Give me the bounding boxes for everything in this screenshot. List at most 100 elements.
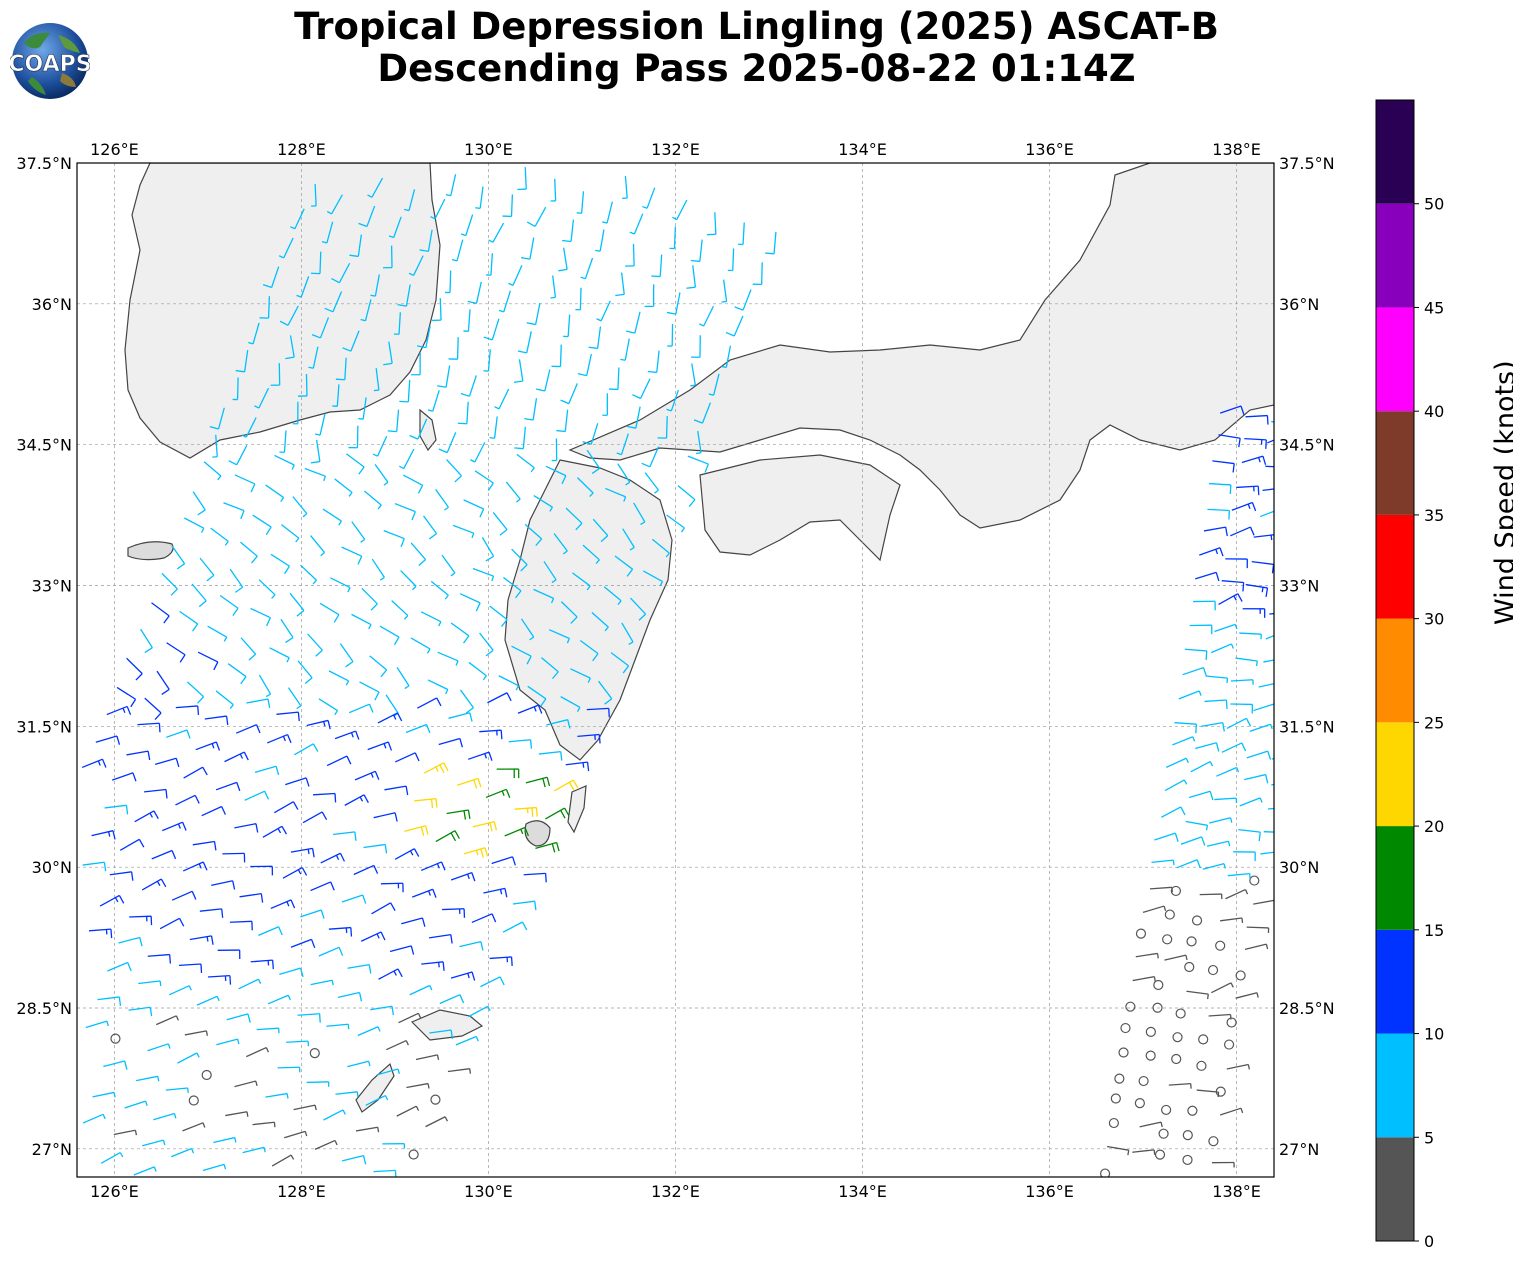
- wind-barb: [666, 514, 685, 533]
- wind-barb: [282, 866, 308, 879]
- wind-barb: [182, 1122, 206, 1132]
- wind-barb: [276, 711, 300, 722]
- wind-barb: [129, 915, 153, 926]
- wind-barb: [1269, 612, 1274, 615]
- wind-barb: [553, 779, 579, 792]
- logo-text: COAPS: [10, 52, 90, 77]
- wind-barb: [1180, 836, 1206, 846]
- wind-barb: [1196, 1089, 1220, 1098]
- wind-barb: [1221, 742, 1247, 753]
- wind-barb: [508, 265, 523, 286]
- wind-barb: [560, 696, 581, 712]
- wind-barb: [460, 375, 477, 397]
- wind-barb: [526, 302, 541, 326]
- wind-barb: [369, 655, 388, 678]
- wind-barb: [535, 841, 560, 853]
- wind-barb: [1206, 840, 1231, 847]
- wind-barb: [349, 234, 362, 258]
- wind-barb: [321, 221, 334, 244]
- wind-barb-calm: [1145, 1026, 1156, 1037]
- wind-barb: [99, 894, 125, 907]
- wind-barb: [721, 345, 732, 369]
- wind-barb: [382, 245, 393, 269]
- wind-barb: [546, 719, 571, 729]
- wind-barb: [562, 219, 575, 243]
- wind-barb: [1212, 460, 1235, 473]
- wind-barb: [1244, 773, 1269, 784]
- colorbar-tick-label: 30: [1424, 610, 1444, 629]
- land-jeju: [127, 541, 174, 561]
- wind-barb: [669, 226, 677, 250]
- wind-barb: [404, 825, 429, 836]
- wind-barb-calm: [1172, 1032, 1183, 1043]
- wind-barbs: [81, 167, 1274, 1177]
- wind-barb: [326, 194, 343, 215]
- wind-barb: [616, 433, 629, 456]
- wind-barb: [526, 206, 547, 227]
- wind-barb: [1225, 558, 1248, 569]
- wind-barb-calm: [1191, 915, 1203, 926]
- wind-barb: [339, 643, 354, 668]
- wind-barb: [297, 1013, 321, 1023]
- wind-barb: [560, 383, 578, 405]
- wind-barb: [1244, 943, 1269, 951]
- wind-barb: [196, 995, 220, 1006]
- colorbar-label: Wind Speed (knots): [1490, 360, 1513, 625]
- wind-barb: [227, 663, 247, 685]
- wind-barb: [394, 502, 416, 521]
- wind-barb: [388, 216, 402, 239]
- wind-barb: [104, 804, 129, 815]
- wind-barb: [235, 724, 261, 734]
- wind-barb-calm: [1154, 1149, 1166, 1160]
- wind-barb: [259, 296, 271, 319]
- wind-barb: [435, 830, 460, 843]
- wind-barb: [1199, 893, 1223, 900]
- wind-barb-calm: [1182, 1154, 1193, 1166]
- wind-barb: [382, 1143, 406, 1149]
- wind-barb-calm: [1187, 1105, 1198, 1116]
- wind-barb: [517, 331, 532, 354]
- wind-barb-calm: [1152, 1002, 1163, 1013]
- wind-barb: [525, 776, 551, 788]
- wind-barb: [199, 557, 215, 582]
- wind-barb: [1271, 783, 1274, 786]
- wind-barb: [483, 349, 491, 372]
- wind-barb: [359, 681, 380, 701]
- wind-barb: [626, 406, 641, 429]
- wind-barb: [1258, 683, 1274, 688]
- wind-barb: [399, 379, 411, 403]
- wind-barb: [1241, 455, 1267, 465]
- wind-barb: [170, 1147, 195, 1158]
- wind-barb: [334, 478, 353, 497]
- wind-barb: [576, 191, 585, 214]
- wind-barb: [279, 305, 299, 326]
- wind-barb: [394, 848, 420, 860]
- lat-tick-label: 28.5°N: [1279, 999, 1335, 1018]
- wind-barb: [752, 262, 763, 286]
- wind-barb: [279, 430, 287, 454]
- wind-barb: [1209, 817, 1233, 824]
- wind-barb: [225, 1111, 249, 1117]
- wind-barb: [144, 697, 162, 721]
- wind-barb: [427, 390, 440, 412]
- colorbar-tick-label: 40: [1424, 402, 1444, 421]
- wind-barb: [297, 373, 308, 397]
- wind-barb: [328, 926, 353, 937]
- lon-tick-label: 128°E: [277, 140, 326, 159]
- wind-barb: [254, 765, 280, 776]
- wind-barb: [292, 401, 299, 425]
- wind-barb: [481, 537, 495, 562]
- wind-barb: [353, 864, 379, 876]
- wind-barb: [603, 586, 622, 606]
- wind-barb: [92, 1091, 116, 1098]
- wind-barb: [512, 900, 537, 911]
- wind-barb: [380, 882, 404, 893]
- wind-barb: [141, 878, 167, 891]
- wind-barb: [95, 735, 121, 745]
- wind-barb: [232, 377, 239, 401]
- wind-barb: [608, 367, 620, 391]
- wind-barb: [126, 750, 151, 761]
- land-kyushu: [504, 459, 673, 761]
- wind-barb: [1218, 434, 1241, 448]
- wind-barb-calm: [1196, 1060, 1207, 1071]
